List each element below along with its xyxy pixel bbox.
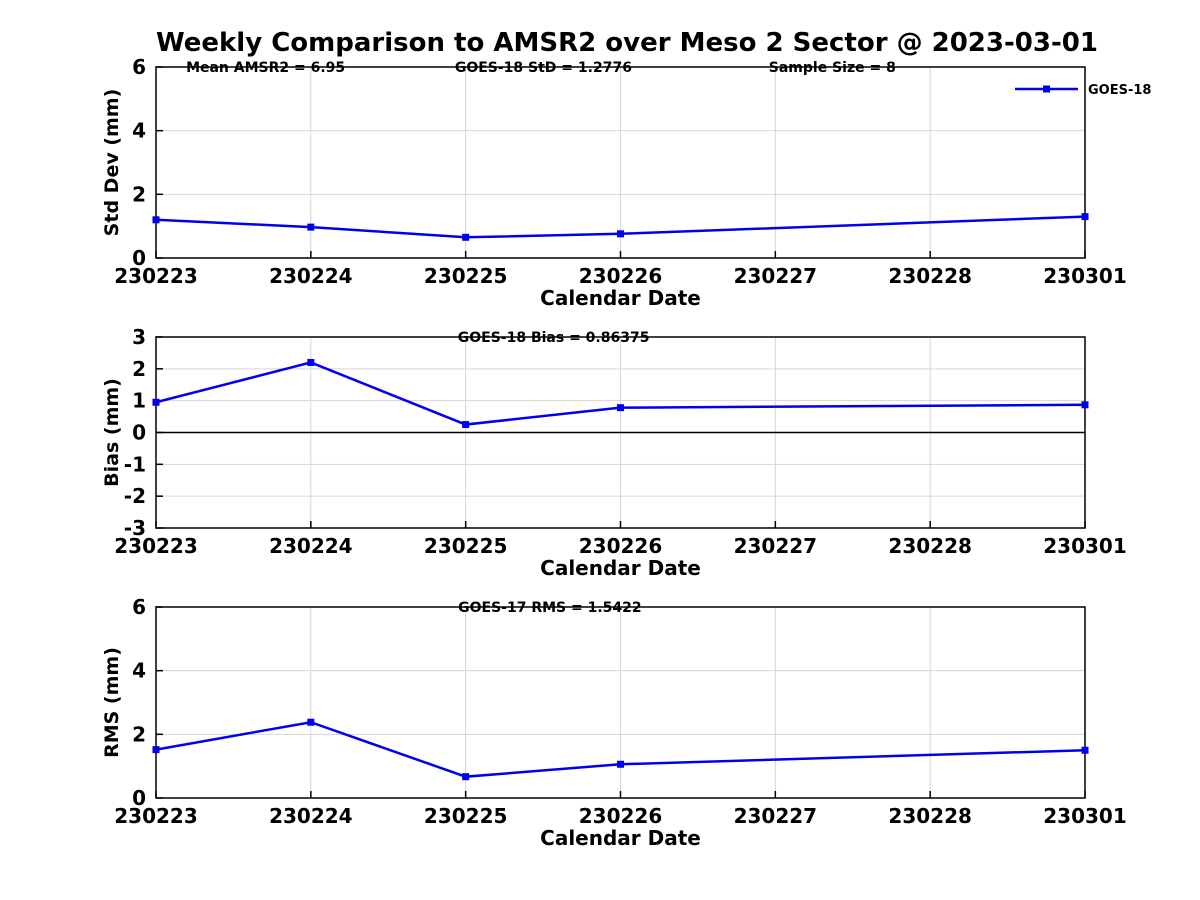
y-tick-label: 6 xyxy=(132,55,146,79)
x-tick-label: 230223 xyxy=(114,804,198,828)
annotation-text: Sample Size = 8 xyxy=(769,60,896,76)
y-tick-label: 6 xyxy=(132,595,146,619)
data-point-marker xyxy=(462,773,470,781)
data-point-marker xyxy=(152,746,160,754)
legend-marker xyxy=(1043,85,1050,93)
data-point-marker xyxy=(617,230,624,238)
annotation-text: Mean AMSR2 = 6.95 xyxy=(186,60,345,76)
x-tick-label: 230224 xyxy=(269,804,353,828)
subplot-bias: 230223 230224 230225 230226 230227 230228 2303… xyxy=(0,325,1200,580)
x-tick-label: 230301 xyxy=(1043,534,1127,558)
x-tick-label: 230225 xyxy=(424,804,508,828)
y-tick-label: -1 xyxy=(124,452,146,476)
x-tick-label: 230225 xyxy=(424,534,508,558)
legend-label: GOES-18 xyxy=(1088,83,1151,98)
x-tick-label: 230224 xyxy=(269,534,353,558)
x-tick-label: 230228 xyxy=(888,804,972,828)
data-point-marker xyxy=(617,760,624,768)
y-axis-title: Bias (mm) xyxy=(101,378,123,487)
std-dev-chart: 230223 230224 230225 230226 230227 230228 2303… xyxy=(101,55,1151,310)
annotation-text: GOES-18 StD = 1.2776 xyxy=(455,60,632,76)
data-point-marker xyxy=(307,223,315,231)
y-tick-label: 4 xyxy=(132,119,146,143)
y-tick-label: 0 xyxy=(132,421,146,445)
x-tick-label: 230224 xyxy=(269,264,353,288)
y-axis-title: RMS (mm) xyxy=(101,647,123,758)
data-point-marker xyxy=(462,233,470,241)
data-point-marker xyxy=(152,216,160,224)
y-tick-label: -2 xyxy=(124,484,146,508)
x-tick-label: 230226 xyxy=(579,534,663,558)
bias-chart: 230223 230224 230225 230226 230227 230228 2303… xyxy=(101,325,1127,580)
annotation-text: GOES-17 RMS = 1.5422 xyxy=(458,600,642,616)
x-axis-title: Calendar Date xyxy=(540,826,701,850)
subplot-std-dev: 230223 230224 230225 230226 230227 230228 2303… xyxy=(0,55,1200,310)
x-tick-label: 230227 xyxy=(734,534,818,558)
y-tick-label: 2 xyxy=(132,722,146,746)
x-tick-label: 230225 xyxy=(424,264,508,288)
y-tick-label: 2 xyxy=(132,182,146,206)
x-tick-label: 230227 xyxy=(734,804,818,828)
y-axis-title: Std Dev (mm) xyxy=(101,89,123,237)
x-tick-label: 230223 xyxy=(114,264,198,288)
data-point-marker xyxy=(1081,746,1089,754)
data-point-marker xyxy=(307,358,315,366)
data-point-marker xyxy=(152,398,160,406)
y-tick-label: -3 xyxy=(124,516,146,540)
data-point-marker xyxy=(462,421,470,429)
data-point-marker xyxy=(1081,213,1089,221)
y-tick-label: 3 xyxy=(132,325,146,349)
x-tick-label: 230226 xyxy=(579,804,663,828)
x-tick-label: 230301 xyxy=(1043,264,1127,288)
data-point-marker xyxy=(617,404,624,412)
x-tick-label: 230226 xyxy=(579,264,663,288)
x-tick-label: 230301 xyxy=(1043,804,1127,828)
rms-chart: 230223 230224 230225 230226 230227 230228 2303… xyxy=(101,595,1127,850)
y-tick-label: 1 xyxy=(132,389,146,413)
annotation-text: GOES-18 Bias = 0.86375 xyxy=(458,330,650,346)
x-axis-title: Calendar Date xyxy=(540,556,701,580)
y-tick-label: 2 xyxy=(132,357,146,381)
x-tick-label: 230227 xyxy=(734,264,818,288)
y-tick-label: 4 xyxy=(132,659,146,683)
figure-title: Weekly Comparison to AMSR2 over Meso 2 S… xyxy=(156,28,1098,58)
data-point-marker xyxy=(1081,401,1089,409)
x-axis-title: Calendar Date xyxy=(540,286,701,310)
subplot-rms: 230223 230224 230225 230226 230227 230228 2303… xyxy=(0,595,1200,850)
y-tick-label: 0 xyxy=(132,246,146,270)
data-point-marker xyxy=(307,718,315,726)
x-tick-label: 230223 xyxy=(114,534,198,558)
x-tick-label: 230228 xyxy=(888,264,972,288)
y-tick-label: 0 xyxy=(132,786,146,810)
x-tick-label: 230228 xyxy=(888,534,972,558)
